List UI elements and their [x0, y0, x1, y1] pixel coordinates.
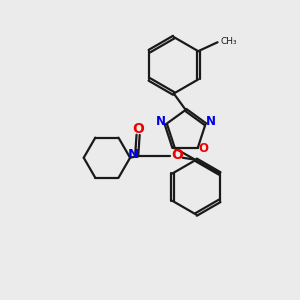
Text: O: O: [171, 148, 183, 162]
Text: O: O: [199, 142, 209, 155]
Text: N: N: [206, 116, 216, 128]
Text: N: N: [128, 148, 139, 161]
Text: N: N: [155, 116, 166, 128]
Text: O: O: [132, 122, 144, 136]
Text: CH₃: CH₃: [220, 37, 237, 46]
